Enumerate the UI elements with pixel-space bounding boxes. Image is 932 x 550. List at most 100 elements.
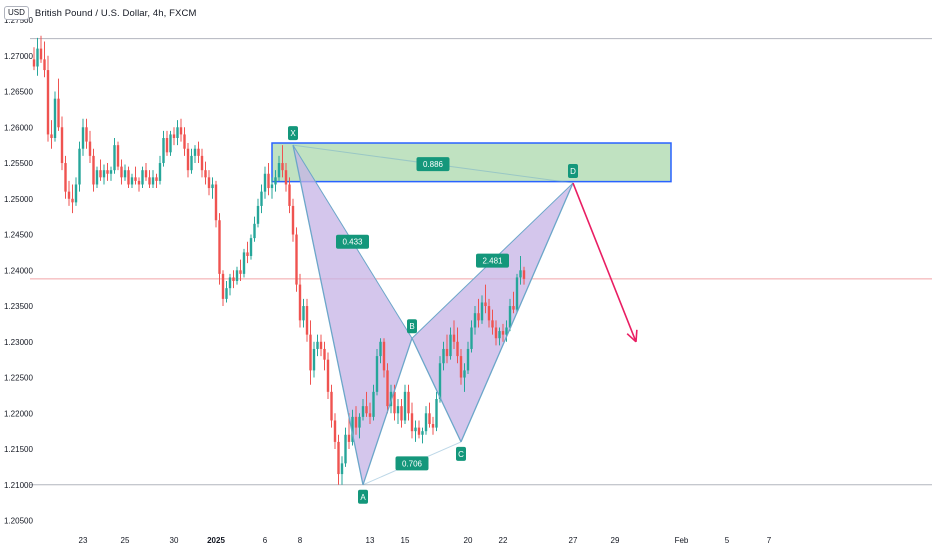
x-tick-label: 15	[401, 536, 410, 545]
point-label: B	[409, 322, 414, 331]
candle-body	[270, 184, 274, 189]
ratio-label-bg	[416, 157, 450, 172]
leg-xa	[292, 145, 364, 485]
y-tick-label: 1.22500	[4, 374, 33, 383]
candle-body	[281, 163, 284, 171]
symbol-title: British Pound / U.S. Dollar, 4h, FXCM	[34, 7, 197, 19]
candle-body	[386, 370, 389, 407]
candle-body	[109, 170, 113, 174]
candle-body	[60, 127, 64, 164]
y-tick-label: 1.27000	[4, 52, 33, 61]
candle-body	[473, 313, 477, 328]
candle-body	[134, 177, 137, 181]
candle-body	[379, 341, 382, 357]
point-label-bg	[568, 164, 578, 179]
candle-body	[358, 416, 361, 428]
candle-body	[316, 341, 319, 349]
candle-body	[505, 327, 508, 335]
candle-body	[522, 270, 526, 279]
x-tick-label: 25	[121, 536, 130, 545]
candle-body	[337, 441, 340, 475]
candle-body	[382, 341, 386, 371]
candle-body	[393, 391, 396, 414]
candle-body	[43, 59, 46, 71]
arrow-shaft	[572, 182, 637, 343]
candle-body	[351, 416, 354, 442]
ratio-label-bg	[336, 234, 369, 249]
candle-body	[330, 391, 333, 421]
candle-body	[113, 145, 116, 171]
y-tick-label: 1.26000	[4, 123, 33, 132]
candle-body	[480, 302, 484, 321]
point-label: X	[290, 129, 296, 138]
candle-body	[459, 356, 463, 378]
candle-body	[407, 391, 410, 414]
y-tick-label: 1.25000	[4, 195, 33, 204]
candle-body	[249, 238, 253, 256]
candle-body	[431, 424, 435, 428]
candle-body	[477, 313, 480, 321]
candle-body	[123, 170, 127, 178]
candle-body	[130, 177, 134, 185]
candle-body	[151, 177, 155, 185]
y-tick-label: 1.27500	[4, 16, 33, 25]
price-axis[interactable]: 1.27500 1.27000 1.26500 1.26000 1.25500 1.250…	[4, 16, 33, 526]
candle-body	[64, 163, 67, 192]
candle-body	[449, 334, 452, 357]
candle-body	[288, 184, 291, 206]
candle-body	[344, 434, 347, 464]
candle-body	[309, 334, 312, 371]
candle-body	[102, 170, 106, 178]
x-tick-label: 30	[170, 536, 179, 545]
leg-bc	[411, 337, 462, 443]
candle-body	[375, 356, 379, 392]
arrow-head	[626, 333, 637, 343]
candle-body	[428, 413, 431, 425]
candle-body	[302, 306, 305, 321]
y-tick-label: 1.23000	[4, 338, 33, 347]
candle-body	[253, 223, 256, 239]
candle-body	[85, 127, 88, 142]
candle-body	[74, 184, 78, 203]
target-zone[interactable]	[271, 142, 672, 183]
candle-body	[424, 413, 428, 432]
candle-body	[403, 391, 407, 421]
point-label: D	[570, 167, 576, 176]
candle-body	[396, 406, 400, 414]
candle-body	[39, 48, 43, 60]
y-tick-label: 1.20500	[4, 517, 33, 526]
candle-body	[204, 170, 207, 178]
candle-body	[155, 177, 158, 181]
candle-body	[260, 191, 263, 206]
candle-body	[368, 413, 372, 417]
candle-body	[323, 348, 326, 360]
candle-body	[284, 170, 288, 185]
ratio-label: 0.886	[423, 160, 444, 169]
candle-body	[246, 252, 249, 256]
projection-arrow[interactable]	[572, 182, 638, 343]
candle-body	[106, 170, 109, 174]
candle-body	[491, 320, 494, 328]
x-tick-label: 22	[499, 536, 508, 545]
zone-rectangle	[271, 142, 672, 183]
candle-body	[365, 406, 368, 414]
candle-body	[67, 191, 71, 199]
time-axis[interactable]: 23 25 30 2025 6 8 13 15 20 22 27 29 Feb 5 7	[79, 536, 772, 545]
x-tick-label: 27	[569, 536, 578, 545]
point-label: A	[360, 493, 366, 502]
candle-body	[277, 163, 281, 178]
candle-body	[256, 205, 260, 224]
candle-body	[190, 155, 193, 171]
currency-badge[interactable]: USD	[4, 6, 29, 20]
arrow-head	[635, 329, 638, 342]
pattern-labels: 0.433 0.706 2.481 0.886 X A B C D	[288, 126, 578, 504]
candle-body	[298, 284, 302, 321]
candle-body	[326, 359, 330, 392]
chart-header: USD British Pound / U.S. Dollar, 4h, FXC…	[4, 5, 196, 21]
candle-body	[176, 127, 179, 139]
x-tick-label: 6	[263, 536, 268, 545]
point-label: C	[458, 450, 464, 459]
candle-body	[512, 306, 515, 310]
candle-body	[312, 348, 316, 371]
